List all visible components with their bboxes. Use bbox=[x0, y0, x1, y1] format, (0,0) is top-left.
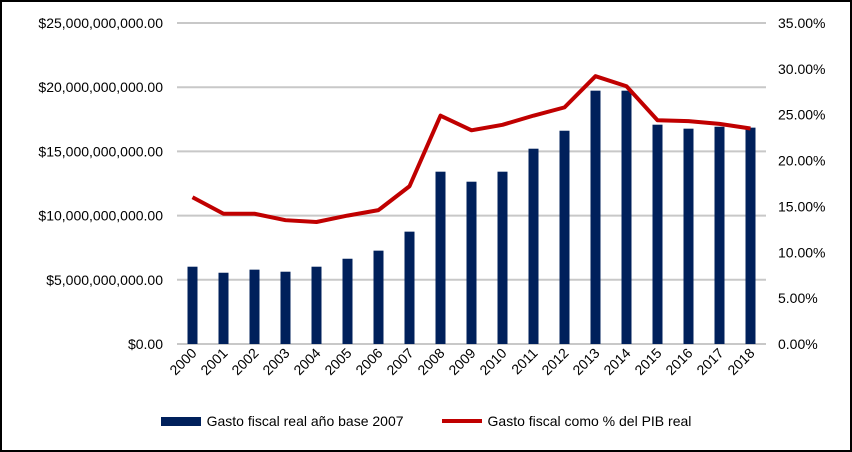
bar-2014 bbox=[621, 90, 632, 344]
x-tick-label: 2003 bbox=[259, 345, 292, 378]
y-right-tick-label: 10.00% bbox=[778, 244, 825, 260]
legend-swatch-bar bbox=[160, 416, 201, 426]
bar-2016 bbox=[683, 128, 694, 344]
y-right-tick-label: 15.00% bbox=[778, 198, 825, 214]
bar-2001 bbox=[218, 272, 229, 344]
bar-2002 bbox=[249, 269, 260, 344]
y-left-tick-label: $0.00 bbox=[128, 336, 163, 352]
legend: Gasto fiscal real año base 2007 Gasto fi… bbox=[2, 413, 850, 429]
bar-2005 bbox=[342, 258, 353, 344]
x-tick-label: 2012 bbox=[538, 345, 571, 378]
x-tick-label: 2007 bbox=[383, 345, 416, 378]
bar-2017 bbox=[714, 126, 725, 345]
y-left-tick-label: $15,000,000,000.00 bbox=[38, 143, 163, 159]
y-right-tick-label: 0.00% bbox=[778, 336, 818, 352]
bar-2010 bbox=[497, 171, 508, 344]
y-left-tick-label: $10,000,000,000.00 bbox=[38, 208, 163, 224]
bar-2004 bbox=[311, 266, 322, 344]
x-tick-label: 2011 bbox=[508, 345, 541, 378]
bar-2011 bbox=[528, 148, 539, 344]
legend-item-bar: Gasto fiscal real año base 2007 bbox=[160, 413, 404, 429]
x-tick-label: 2018 bbox=[724, 345, 757, 378]
x-tick-label: 2000 bbox=[166, 345, 199, 378]
x-tick-label: 2013 bbox=[569, 345, 602, 378]
y-left-tick-label: $5,000,000,000.00 bbox=[46, 272, 163, 288]
x-tick-label: 2015 bbox=[631, 345, 664, 378]
x-tick-label: 2010 bbox=[476, 345, 509, 378]
bar-2009 bbox=[466, 181, 477, 344]
y-right-tick-label: 20.00% bbox=[778, 153, 825, 169]
x-tick-label: 2014 bbox=[600, 345, 633, 378]
bar-2000 bbox=[187, 266, 198, 344]
y-right-tick-label: 30.00% bbox=[778, 61, 825, 77]
legend-label-bar: Gasto fiscal real año base 2007 bbox=[206, 413, 404, 429]
x-tick-label: 2005 bbox=[321, 345, 354, 378]
bar-2013 bbox=[590, 90, 601, 344]
bar-2015 bbox=[652, 124, 663, 344]
x-tick-label: 2006 bbox=[352, 345, 385, 378]
x-tick-label: 2008 bbox=[414, 345, 447, 378]
bar-2006 bbox=[373, 250, 384, 344]
legend-swatch-line bbox=[441, 419, 482, 423]
y-right-tick-label: 5.00% bbox=[778, 290, 818, 306]
y-right-tick-label: 35.00% bbox=[778, 15, 825, 31]
x-tick-label: 2016 bbox=[662, 345, 695, 378]
bar-2003 bbox=[280, 271, 291, 344]
y-right-tick-label: 25.00% bbox=[778, 107, 825, 123]
x-tick-label: 2009 bbox=[445, 345, 478, 378]
bar-2007 bbox=[404, 231, 415, 344]
bar-2012 bbox=[559, 130, 570, 344]
legend-item-line: Gasto fiscal como % del PIB real bbox=[441, 413, 692, 429]
x-tick-label: 2004 bbox=[290, 345, 323, 378]
x-tick-label: 2002 bbox=[228, 345, 261, 378]
legend-label-line: Gasto fiscal como % del PIB real bbox=[487, 413, 692, 429]
bar-2018 bbox=[745, 127, 756, 344]
bar-2008 bbox=[435, 171, 446, 344]
x-tick-label: 2017 bbox=[693, 345, 726, 378]
x-tick-label: 2001 bbox=[197, 345, 230, 378]
y-left-tick-label: $20,000,000,000.00 bbox=[38, 79, 163, 95]
y-left-tick-label: $25,000,000,000.00 bbox=[38, 15, 163, 31]
